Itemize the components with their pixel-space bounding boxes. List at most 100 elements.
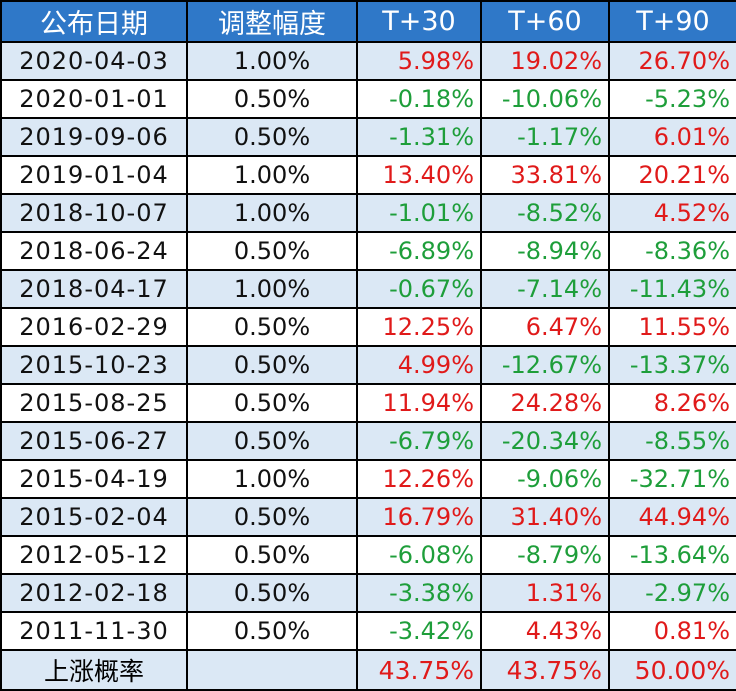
date-cell: 2019-09-06	[0, 117, 188, 157]
rise-probability-t90: 50.00%	[608, 649, 736, 691]
t30-cell: 12.25%	[356, 307, 482, 347]
header-t90: T+90	[608, 0, 736, 43]
t90-cell: 8.26%	[608, 383, 736, 423]
t30-cell: 11.94%	[356, 383, 482, 423]
t90-cell: -5.23%	[608, 79, 736, 119]
adjustment-cell: 0.50%	[186, 573, 358, 613]
t60-cell: 24.28%	[480, 383, 610, 423]
adjustment-cell: 0.50%	[186, 535, 358, 575]
adjustment-cell: 0.50%	[186, 231, 358, 271]
t60-cell: -8.94%	[480, 231, 610, 271]
t90-cell: -11.43%	[608, 269, 736, 309]
adjustment-cell: 1.00%	[186, 459, 358, 499]
table-body: 2020-04-03 1.00% 5.98% 19.02% 26.70% 2020-01-…	[0, 41, 736, 651]
table-row: 2012-02-18 0.50% -3.38% 1.31% -2.97%	[0, 573, 736, 613]
header-row: 公布日期 调整幅度 T+30 T+60 T+90	[0, 0, 736, 43]
date-cell: 2015-06-27	[0, 421, 188, 461]
t60-cell: -1.17%	[480, 117, 610, 157]
t90-cell: 0.81%	[608, 611, 736, 651]
t60-cell: -12.67%	[480, 345, 610, 385]
date-cell: 2016-02-29	[0, 307, 188, 347]
adjustment-cell: 0.50%	[186, 79, 358, 119]
t90-cell: 11.55%	[608, 307, 736, 347]
table-row: 2015-10-23 0.50% 4.99% -12.67% -13.37%	[0, 345, 736, 385]
date-cell: 2018-06-24	[0, 231, 188, 271]
t30-cell: 16.79%	[356, 497, 482, 537]
date-cell: 2011-11-30	[0, 611, 188, 651]
header-adjustment: 调整幅度	[186, 0, 358, 43]
t60-cell: -8.79%	[480, 535, 610, 575]
t30-cell: -6.79%	[356, 421, 482, 461]
t90-cell: 4.52%	[608, 193, 736, 233]
t90-cell: -8.36%	[608, 231, 736, 271]
table-row: 2015-04-19 1.00% 12.26% -9.06% -32.71%	[0, 459, 736, 499]
t90-cell: -13.64%	[608, 535, 736, 575]
adjustment-cell: 0.50%	[186, 497, 358, 537]
adjustment-cell: 1.00%	[186, 269, 358, 309]
adjustment-cell: 0.50%	[186, 611, 358, 651]
adjustment-cell: 0.50%	[186, 307, 358, 347]
t30-cell: -6.89%	[356, 231, 482, 271]
t90-cell: 20.21%	[608, 155, 736, 195]
header-t30: T+30	[356, 0, 482, 43]
rise-probability-t60: 43.75%	[480, 649, 610, 691]
t30-cell: -1.01%	[356, 193, 482, 233]
date-cell: 2018-10-07	[0, 193, 188, 233]
table-row: 2018-04-17 1.00% -0.67% -7.14% -11.43%	[0, 269, 736, 309]
t60-cell: -10.06%	[480, 79, 610, 119]
table-row: 2020-04-03 1.00% 5.98% 19.02% 26.70%	[0, 41, 736, 81]
date-cell: 2015-04-19	[0, 459, 188, 499]
date-cell: 2018-04-17	[0, 269, 188, 309]
t30-cell: 4.99%	[356, 345, 482, 385]
t60-cell: 19.02%	[480, 41, 610, 81]
date-cell: 2015-08-25	[0, 383, 188, 423]
rise-probability-label: 上涨概率	[0, 649, 188, 691]
adjustment-cell: 1.00%	[186, 41, 358, 81]
date-cell: 2015-02-04	[0, 497, 188, 537]
table-footer: 上涨概率 43.75% 43.75% 50.00%	[0, 649, 736, 691]
t60-cell: 31.40%	[480, 497, 610, 537]
t30-cell: -6.08%	[356, 535, 482, 575]
table-row: 2019-01-04 1.00% 13.40% 33.81% 20.21%	[0, 155, 736, 195]
table-row: 2018-06-24 0.50% -6.89% -8.94% -8.36%	[0, 231, 736, 271]
header-date: 公布日期	[0, 0, 188, 43]
adjustment-cell: 1.00%	[186, 193, 358, 233]
date-cell: 2019-01-04	[0, 155, 188, 195]
t30-cell: -1.31%	[356, 117, 482, 157]
table-header: 公布日期 调整幅度 T+30 T+60 T+90	[0, 0, 736, 43]
table-row: 2015-06-27 0.50% -6.79% -20.34% -8.55%	[0, 421, 736, 461]
t30-cell: -3.42%	[356, 611, 482, 651]
date-cell: 2020-04-03	[0, 41, 188, 81]
rise-probability-t30: 43.75%	[356, 649, 482, 691]
t30-cell: -0.67%	[356, 269, 482, 309]
t30-cell: 5.98%	[356, 41, 482, 81]
table-row: 2011-11-30 0.50% -3.42% 4.43% 0.81%	[0, 611, 736, 651]
adjustment-cell: 0.50%	[186, 421, 358, 461]
adjustment-cell: 0.50%	[186, 117, 358, 157]
table-row: 2015-02-04 0.50% 16.79% 31.40% 44.94%	[0, 497, 736, 537]
date-cell: 2015-10-23	[0, 345, 188, 385]
header-t60: T+60	[480, 0, 610, 43]
t90-cell: -8.55%	[608, 421, 736, 461]
t60-cell: 4.43%	[480, 611, 610, 651]
table-row: 2016-02-29 0.50% 12.25% 6.47% 11.55%	[0, 307, 736, 347]
t90-cell: 6.01%	[608, 117, 736, 157]
t90-cell: 26.70%	[608, 41, 736, 81]
table-row: 2018-10-07 1.00% -1.01% -8.52% 4.52%	[0, 193, 736, 233]
table-row: 2012-05-12 0.50% -6.08% -8.79% -13.64%	[0, 535, 736, 575]
t60-cell: 33.81%	[480, 155, 610, 195]
t60-cell: -7.14%	[480, 269, 610, 309]
table-row: 2015-08-25 0.50% 11.94% 24.28% 8.26%	[0, 383, 736, 423]
t30-cell: -0.18%	[356, 79, 482, 119]
adjustment-cell: 0.50%	[186, 383, 358, 423]
t90-cell: -2.97%	[608, 573, 736, 613]
t60-cell: 6.47%	[480, 307, 610, 347]
t30-cell: 13.40%	[356, 155, 482, 195]
t90-cell: 44.94%	[608, 497, 736, 537]
t30-cell: -3.38%	[356, 573, 482, 613]
adjustment-cell: 1.00%	[186, 155, 358, 195]
date-cell: 2020-01-01	[0, 79, 188, 119]
table-row: 2019-09-06 0.50% -1.31% -1.17% 6.01%	[0, 117, 736, 157]
t60-cell: 1.31%	[480, 573, 610, 613]
